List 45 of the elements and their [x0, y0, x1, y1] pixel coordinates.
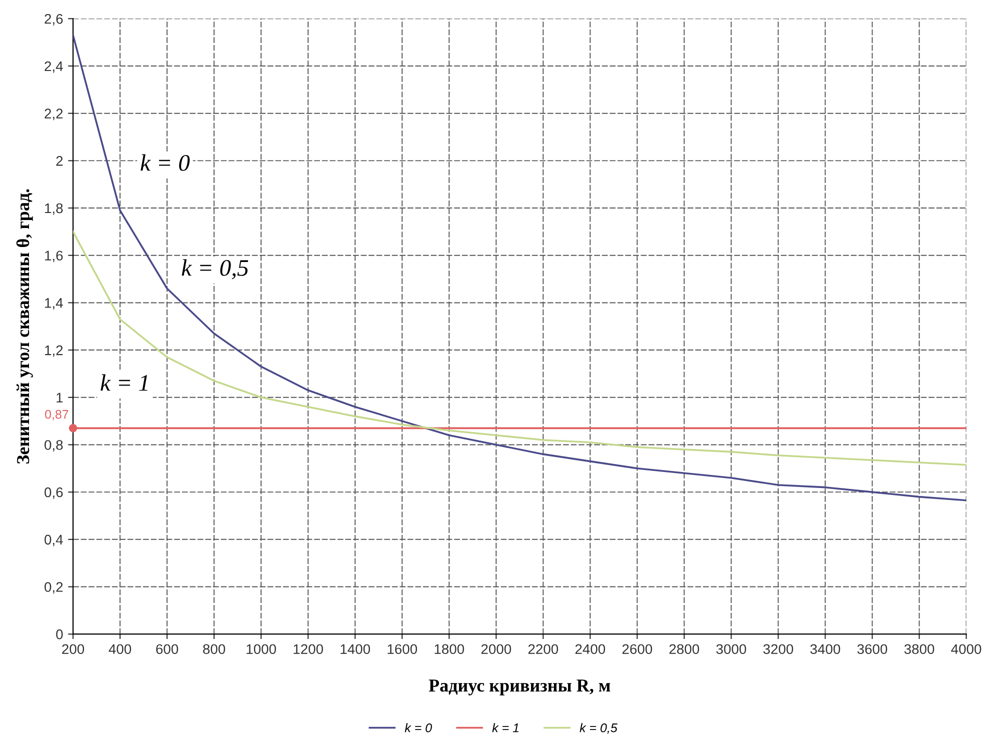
- x-tick-label: 3600: [857, 644, 888, 654]
- x-tick-label: 1400: [340, 644, 370, 654]
- x-tick-label: 800: [203, 644, 226, 654]
- y-tick-label: 1: [56, 392, 63, 402]
- annotation: k = 1: [100, 374, 148, 391]
- annotation: k = 0,5: [182, 259, 248, 280]
- y-tick-label: 2,2: [44, 108, 63, 120]
- y-tick-label: 1,2: [45, 345, 63, 357]
- x-tick-label: 4000: [951, 644, 982, 654]
- y-tick-label: 0,8: [44, 440, 63, 452]
- y-tick-label: 0,4: [44, 534, 63, 546]
- y-tick-label: 1,6: [45, 250, 63, 262]
- x-tick-label: 1800: [434, 644, 464, 654]
- line-series: [73, 230, 966, 466]
- legend-label: k = 0: [404, 723, 432, 732]
- x-tick-label: 600: [156, 644, 178, 654]
- y-tick-label: 0: [56, 629, 63, 640]
- x-tick-label: 3800: [904, 644, 934, 654]
- y-tick-label: 2: [56, 156, 63, 166]
- x-axis-title: Радиус кривизны R, м: [428, 680, 610, 696]
- x-tick-label: 3400: [810, 644, 840, 654]
- x-tick-label: 3200: [763, 644, 794, 654]
- line-series: [73, 34, 966, 502]
- x-tick-label: 2800: [669, 644, 700, 654]
- y-tick-label: 2,4: [44, 61, 63, 73]
- x-tick-label: 1200: [294, 644, 324, 654]
- x-tick-label: 2600: [622, 644, 652, 654]
- y-tick-label: 0,2: [44, 582, 63, 594]
- annotation: 0,87: [45, 410, 68, 420]
- y-tick-label: 1,4: [45, 298, 63, 310]
- x-tick-label: 200: [62, 644, 84, 654]
- x-tick-label: 400: [108, 644, 132, 654]
- x-tick-label: 2000: [481, 644, 512, 654]
- x-tick-label: 1000: [246, 644, 276, 654]
- x-tick-label: 2200: [528, 644, 558, 654]
- annotation: k = 0: [140, 154, 190, 171]
- x-tick-label: 3000: [716, 644, 746, 654]
- y-tick-label: 1,8: [45, 203, 63, 215]
- legend-label: k = 0,5: [580, 723, 618, 734]
- y-axis-title: Зенитный угол скважины θ, град.: [16, 189, 33, 464]
- x-tick-label: 1600: [388, 644, 418, 654]
- y-tick-label: 2,6: [44, 14, 63, 26]
- legend-label: k = 1: [492, 723, 518, 732]
- y-tick-label: 0,6: [44, 487, 63, 499]
- x-tick-label: 2400: [575, 644, 606, 654]
